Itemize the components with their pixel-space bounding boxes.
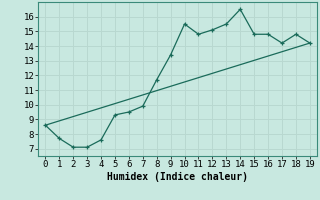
X-axis label: Humidex (Indice chaleur): Humidex (Indice chaleur) bbox=[107, 172, 248, 182]
